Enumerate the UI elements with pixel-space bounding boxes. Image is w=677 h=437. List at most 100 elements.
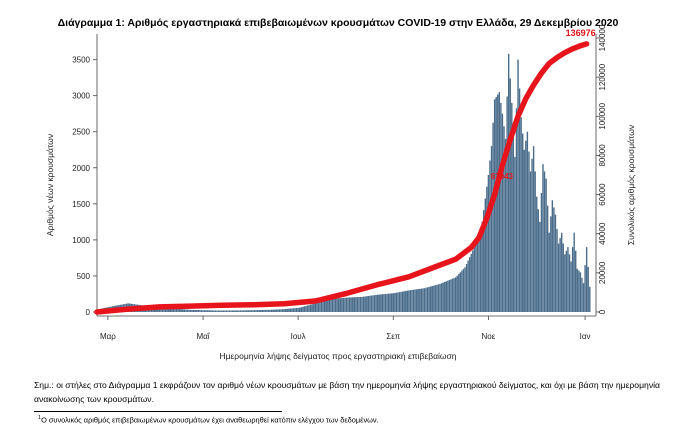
bar [394, 292, 396, 312]
bar [277, 309, 279, 312]
bar [515, 108, 518, 312]
bar [431, 286, 433, 312]
bar [398, 292, 401, 312]
x-tick-label: Ιουλ [291, 332, 306, 341]
bar [507, 53, 510, 312]
bar [344, 297, 346, 312]
bar [272, 309, 274, 312]
bar [297, 307, 299, 312]
bar [267, 309, 270, 312]
bar [180, 309, 182, 312]
bar [458, 274, 460, 312]
bar [202, 310, 204, 312]
bar [540, 193, 543, 312]
bar [213, 310, 215, 312]
y-right-tick-label: 60000 [598, 183, 607, 206]
bar [564, 254, 566, 312]
bar [495, 96, 497, 313]
bar [164, 307, 167, 312]
bar [342, 297, 345, 312]
data-label: 136976 [566, 28, 596, 38]
bar [227, 310, 229, 312]
bar [347, 297, 349, 312]
bar [306, 305, 309, 312]
bar [567, 247, 569, 312]
x-axis-label: Ημερομηνία λήψης δείγματος προς εργαστηρ… [219, 351, 456, 361]
bar [532, 146, 535, 312]
bar [565, 250, 568, 312]
bar [334, 298, 337, 312]
bar [253, 310, 256, 312]
bar [453, 278, 455, 312]
bar [419, 288, 421, 312]
bar [249, 310, 251, 312]
bar [570, 261, 572, 312]
bar [523, 149, 525, 312]
bar [208, 310, 210, 312]
bar [235, 310, 237, 312]
bar [341, 298, 343, 312]
bar [425, 287, 427, 312]
bar [439, 283, 441, 312]
bar [270, 309, 273, 312]
y-left-tick-label: 3500 [72, 56, 90, 65]
bar [333, 298, 335, 312]
bar [386, 293, 388, 312]
bar [509, 78, 511, 313]
bar [571, 247, 574, 312]
bar [414, 289, 416, 312]
bar [166, 308, 168, 312]
bar [500, 102, 502, 312]
bar [182, 309, 184, 312]
bar [200, 310, 203, 312]
bar [585, 247, 588, 312]
bar [330, 299, 332, 312]
bar [362, 296, 365, 312]
bar [244, 310, 246, 312]
bar [554, 214, 557, 312]
bar [380, 294, 382, 312]
bar [467, 260, 469, 312]
y-left-tick-label: 2500 [72, 128, 90, 137]
bar [191, 309, 193, 312]
y-right-tick-label: 140000 [598, 24, 607, 51]
bar [211, 310, 214, 312]
bar [408, 290, 410, 312]
bar [493, 99, 496, 312]
bar [484, 198, 486, 312]
x-tick-label: Μαΐ [196, 332, 210, 341]
bar [498, 92, 501, 312]
bar [245, 310, 248, 312]
bar [462, 268, 465, 312]
bar [512, 129, 515, 312]
bar [183, 309, 186, 312]
bar [328, 299, 331, 312]
bar [367, 295, 370, 312]
bar [545, 178, 547, 312]
bar [529, 171, 532, 312]
bar [185, 309, 187, 312]
bar [358, 297, 360, 312]
bar [283, 309, 285, 312]
bar [263, 309, 265, 312]
bar [269, 309, 271, 312]
bar [420, 288, 423, 312]
bar [217, 310, 220, 312]
bar [400, 291, 402, 312]
bar [560, 232, 563, 312]
bar [411, 289, 413, 312]
bar [192, 309, 195, 312]
y-right-tick-label: 0 [598, 309, 607, 314]
bar [161, 307, 164, 312]
bar [461, 270, 463, 312]
bar [448, 279, 451, 312]
bar [579, 272, 582, 312]
bar [465, 263, 468, 312]
bar [468, 257, 471, 312]
bar [289, 308, 292, 312]
bar [442, 282, 444, 312]
bar [224, 310, 226, 312]
chart-title: Διάγραμμα 1: Αριθμός εργαστηριακά επιβεβ… [58, 17, 619, 29]
bar [490, 146, 493, 312]
bar [194, 309, 196, 312]
